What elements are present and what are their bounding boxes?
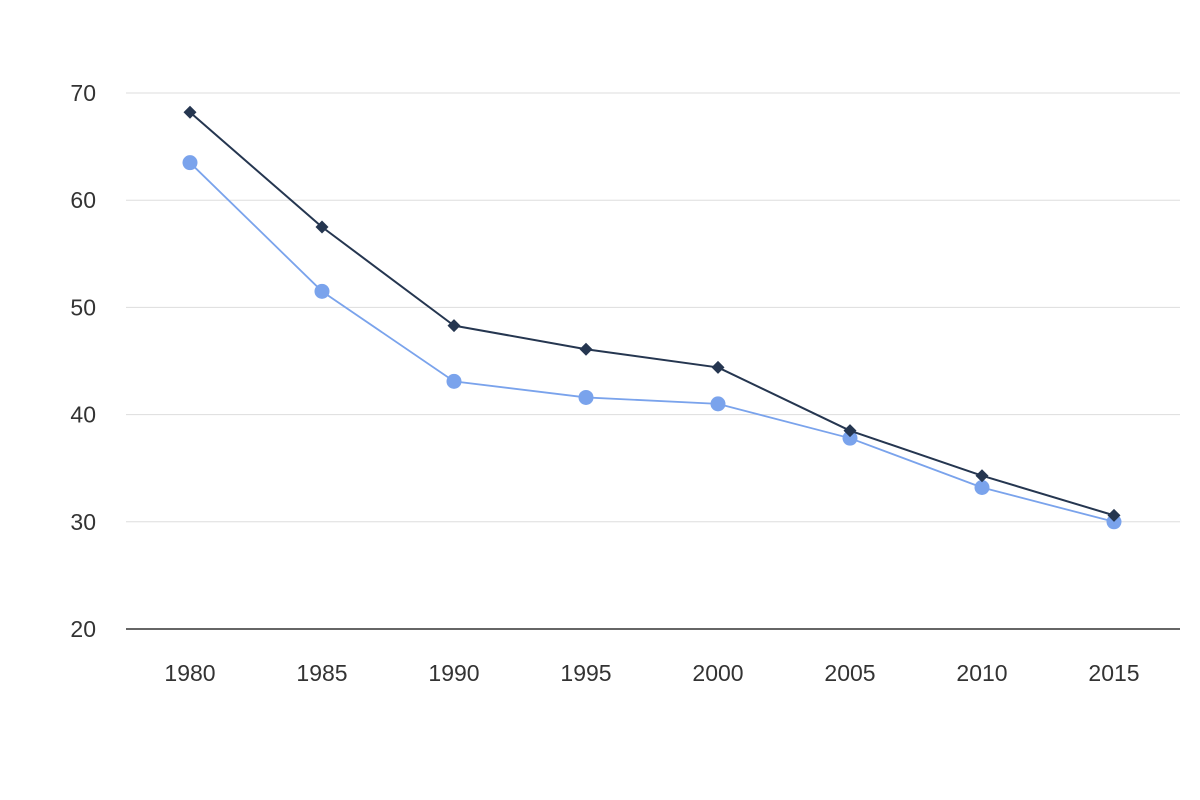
y-tick-label: 30 xyxy=(70,509,96,535)
data-point xyxy=(579,342,593,356)
gridlines xyxy=(126,92,1180,523)
y-tick-label: 60 xyxy=(70,187,96,213)
x-axis: 1980 1985 1990 1995 2000 2005 2010 2015 xyxy=(126,628,1180,686)
data-point xyxy=(842,430,858,446)
data-point xyxy=(182,155,198,171)
series-1-line xyxy=(189,111,1115,517)
y-tick-label: 20 xyxy=(70,616,96,642)
x-tick-label: 2000 xyxy=(692,660,743,686)
y-tick-label: 70 xyxy=(70,80,96,106)
data-point xyxy=(446,373,462,389)
series-2 xyxy=(182,155,1122,530)
x-tick-label: 1985 xyxy=(296,660,347,686)
x-tick-label: 1990 xyxy=(428,660,479,686)
y-tick-label: 50 xyxy=(70,294,96,320)
y-axis: 20 30 40 50 60 70 xyxy=(70,80,96,642)
x-tick-label: 1995 xyxy=(560,660,611,686)
data-point xyxy=(314,283,330,299)
x-tick-label: 1980 xyxy=(164,660,215,686)
data-point xyxy=(975,469,989,483)
x-tick-label: 2015 xyxy=(1088,660,1139,686)
data-point xyxy=(843,424,857,438)
series-2-line xyxy=(189,162,1115,523)
data-point xyxy=(711,360,725,374)
data-point xyxy=(710,396,726,412)
series-layer xyxy=(182,105,1122,530)
y-tick-label: 40 xyxy=(70,402,96,428)
data-point xyxy=(578,389,594,405)
series-1 xyxy=(183,105,1121,522)
data-point xyxy=(315,220,329,234)
data-point xyxy=(447,319,461,333)
data-point xyxy=(1107,508,1121,522)
x-tick-label: 2005 xyxy=(824,660,875,686)
data-point xyxy=(183,105,197,119)
x-tick-label: 2010 xyxy=(956,660,1007,686)
data-point xyxy=(974,479,990,495)
